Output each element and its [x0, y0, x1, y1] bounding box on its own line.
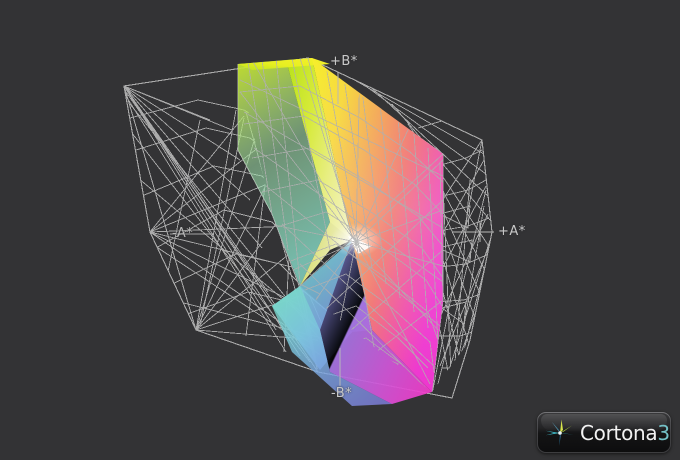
logo-text-suffix: 3D	[657, 420, 671, 445]
logo-text-main: Cortona	[580, 420, 658, 445]
axis-label-a-positive: +A*	[498, 224, 526, 239]
axis-lines	[170, 72, 494, 386]
axis-label-b-positive: +B*	[330, 54, 358, 69]
cortona3d-logo[interactable]: Cortona3D	[537, 412, 671, 453]
axis-label-b-negative: -B*	[331, 386, 353, 401]
logo-wordmark: Cortona3D	[580, 423, 671, 443]
axis-label-a-negative: -A*	[172, 226, 194, 241]
gamut-solid-wireframe	[239, 58, 443, 392]
four-point-star-icon	[545, 419, 574, 446]
measured-gamut-solid	[238, 58, 443, 406]
